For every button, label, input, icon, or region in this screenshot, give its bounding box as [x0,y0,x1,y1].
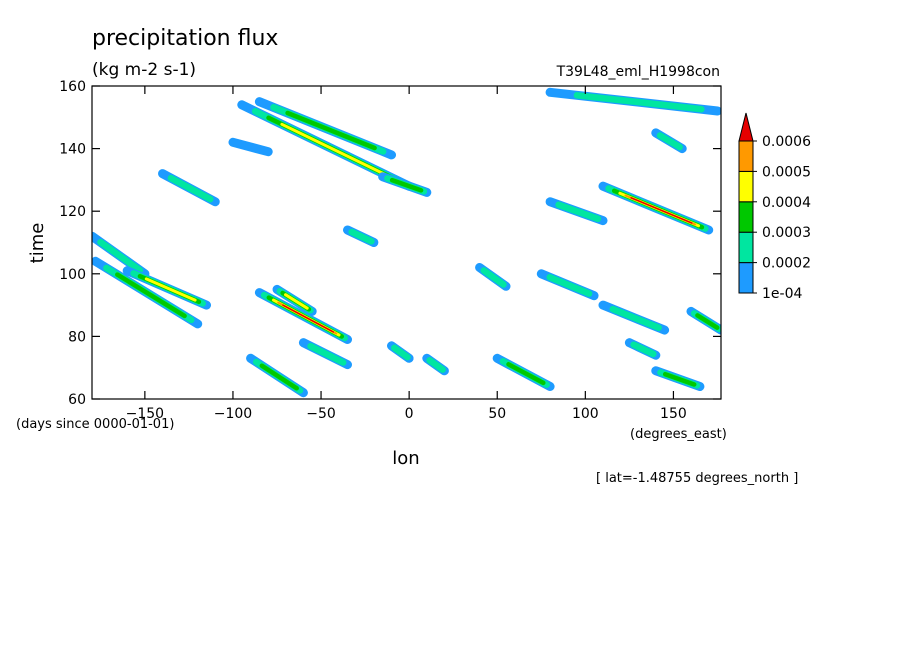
contour-band-15-level-1 [480,267,507,288]
x-axis-ticks: −150 −100 −50 0 50 100 150 [126,86,687,422]
colorbar-swatch-4 [738,140,754,172]
y-axis-ticks: 60 80 100 120 140 160 [59,79,721,408]
contour-band-6-level-1 [555,201,602,223]
contour-band-4-level-2 [389,177,424,193]
contour-band-13-level-3 [284,293,309,310]
contour-band-1-level-2 [285,110,377,151]
contour-band-22-level-1 [426,357,446,373]
contour-band-17-level-1 [609,305,662,331]
dataset-label: T39L48_eml_H1998con [556,64,720,80]
contour-band-10-level-2 [115,272,187,319]
contour-band-23-level-2 [506,362,546,386]
contour-band-5-level-5 [630,197,693,224]
x-tick-label: 50 [488,406,506,422]
contour-band-12-level-5 [282,304,335,333]
colorbar-extend-triangle [738,112,754,142]
x-tick-label: −50 [306,406,336,422]
colorbar-swatch-1 [738,231,754,264]
y-tick-label: 100 [59,267,86,283]
contour-band-3-level-0 [228,137,273,157]
y-tick-label: 140 [59,142,86,158]
colorbar-label: 0.0004 [762,195,811,211]
y-tick-label: 120 [59,204,86,220]
x-tick-label: 100 [572,406,599,422]
contour-band-2-level-1 [167,174,214,203]
contour-band-19-level-1 [307,342,347,366]
x-tick-label: −150 [126,406,164,422]
contour-band-0-level-3 [280,122,387,176]
colorbar-label: 0.0005 [762,164,811,180]
contour-band-24-level-1 [630,341,657,358]
colorbar-swatch-2 [738,201,754,233]
colorbar-label: 1e-04 [762,286,802,302]
x-tick-label: 150 [660,406,687,422]
x-axis-units: (degrees_east) [630,427,727,442]
contour-band-14-level-1 [348,228,375,245]
x-tick-label: −100 [214,406,252,422]
contour-band-25-level-2 [662,371,697,387]
y-axis-label: time [27,223,48,264]
x-axis-label: lon [392,448,419,469]
plot-frame [91,85,722,400]
slice-label: [ lat=-1.48755 degrees_north ] [596,471,798,486]
contour-band-8-level-1 [656,132,683,151]
contour-band-16-level-1 [546,274,593,297]
y-tick-label: 60 [68,392,86,408]
colorbar-label: 0.0003 [762,225,811,241]
chart-units: (kg m-2 s-1) [92,60,196,80]
colorbar-swatch-0 [738,262,754,294]
contour-band-11-level-3 [144,277,197,302]
contour-band-18-level-2 [695,313,720,330]
colorbar: 1e-04 0.0002 0.0003 0.0004 0.0005 0.0006 [738,112,811,302]
colorbar-label: 0.0006 [762,134,811,150]
contour-band-9-level-1 [97,238,144,274]
colorbar-swatch-3 [738,170,754,203]
y-tick-label: 80 [68,329,86,345]
contour-band-20-level-2 [259,363,299,391]
y-axis-units: (days since 0000-01-01) [16,417,174,432]
contour-bands [92,87,721,398]
chart-title: precipitation flux [92,26,278,51]
x-tick-label: 0 [405,406,414,422]
colorbar-label: 0.0002 [762,256,811,272]
y-tick-label: 160 [59,79,86,95]
contour-band-7-level-1 [573,92,705,113]
contour-band-21-level-1 [391,344,411,361]
